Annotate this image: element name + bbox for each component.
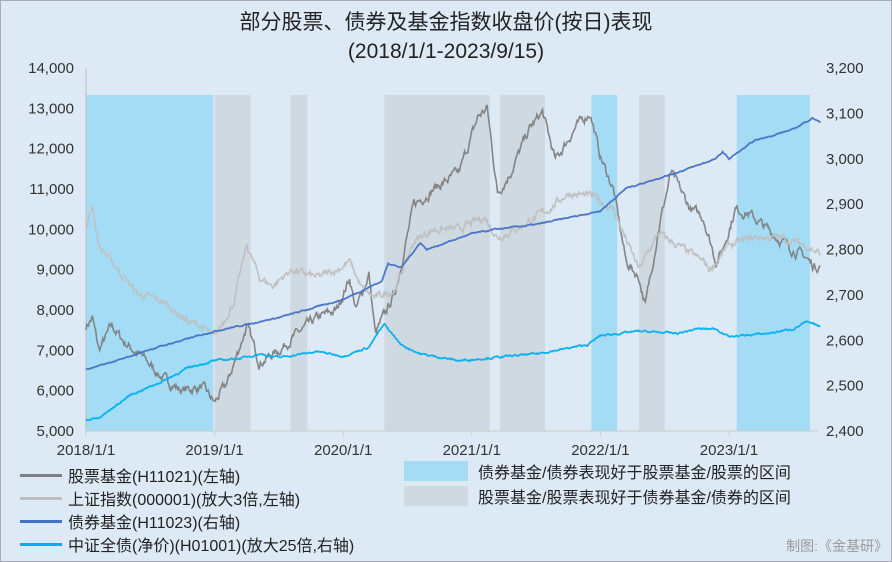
band-stock: [500, 95, 546, 431]
legend-line-swatch: [20, 496, 62, 500]
series-line-0: [85, 104, 821, 403]
y-left-tick-label: 7,000: [36, 342, 74, 359]
credit-text: 制图:《金基研》: [786, 538, 888, 554]
y-left-tick-label: 5,000: [36, 423, 74, 440]
x-tick-label: 2019/1/1: [185, 442, 243, 459]
band-bond: [86, 95, 214, 431]
band-bond: [736, 95, 811, 431]
legend-band-swatch: [404, 461, 468, 481]
legend-item-series: 股票基金(H11021)(左轴): [20, 463, 240, 487]
band-stock: [214, 95, 251, 431]
x-tick-label: 2020/1/1: [314, 442, 372, 459]
legend-item-band: 股票基金/股票表现好于债券基金/债券的区间: [404, 484, 791, 508]
legend-line-swatch: [20, 542, 62, 546]
legend-label: 股票基金/股票表现好于债券基金/债券的区间: [478, 490, 791, 507]
chart-title: 部分股票、债券及基金指数收盘价(按日)表现: [239, 11, 653, 34]
y-left-tick-label: 8,000: [36, 302, 74, 319]
y-right-tick-label: 2,700: [826, 287, 864, 304]
y-left-tick-label: 6,000: [36, 383, 74, 400]
legend-label: 股票基金(H11021)(左轴): [68, 469, 241, 486]
y-right-tick-label: 2,900: [826, 196, 864, 213]
legend-item-series: 上证指数(000001)(放大3倍,左轴): [20, 486, 300, 510]
y-left-tick-label: 10,000: [28, 221, 74, 238]
x-tick-label: 2022/1/1: [571, 442, 629, 459]
band-stock: [384, 95, 490, 431]
legend-label: 债券基金/债券表现好于股票基金/股票的区间: [478, 465, 791, 482]
legend-line-swatch: [20, 473, 62, 477]
y-right-tick-label: 2,400: [826, 423, 864, 440]
legend-label: 债券基金(H11023)(右轴): [68, 515, 241, 532]
y-right-tick-label: 3,200: [826, 60, 864, 77]
y-left-tick-label: 14,000: [28, 60, 74, 77]
y-right-tick-label: 2,800: [826, 242, 864, 259]
y-left-tick-label: 13,000: [28, 100, 74, 117]
y-right-tick-label: 3,000: [826, 151, 864, 168]
series-line-1: [85, 190, 821, 336]
legend-label: 中证全债(净价)(H01001)(放大25倍,右轴): [68, 538, 355, 555]
chart-subtitle: (2018/1/1-2023/9/15): [347, 40, 545, 63]
y-left-tick-label: 12,000: [28, 141, 74, 158]
y-right-tick-label: 2,500: [826, 378, 864, 395]
y-left-tick-label: 11,000: [29, 181, 74, 198]
series-line-3: [85, 320, 821, 422]
series-line-2: [85, 116, 821, 371]
y-right-tick-label: 3,100: [826, 105, 864, 122]
legend-item-series: 债券基金(H11023)(右轴): [20, 509, 240, 533]
y-right-tick-label: 2,600: [826, 332, 864, 349]
legend-label: 上证指数(000001)(放大3倍,左轴): [68, 492, 301, 509]
legend-item-band: 债券基金/债券表现好于股票基金/股票的区间: [404, 459, 791, 483]
legend-band-swatch: [404, 486, 468, 506]
x-tick-label: 2018/1/1: [57, 442, 115, 459]
y-left-tick-label: 9,000: [36, 262, 74, 279]
legend-item-series: 中证全债(净价)(H01001)(放大25倍,右轴): [20, 532, 354, 556]
x-tick-label: 2023/1/1: [700, 442, 758, 459]
band-bond: [591, 95, 618, 431]
x-tick-label: 2021/1/1: [443, 442, 501, 459]
legend-line-swatch: [20, 519, 62, 523]
band-stock: [290, 95, 308, 431]
